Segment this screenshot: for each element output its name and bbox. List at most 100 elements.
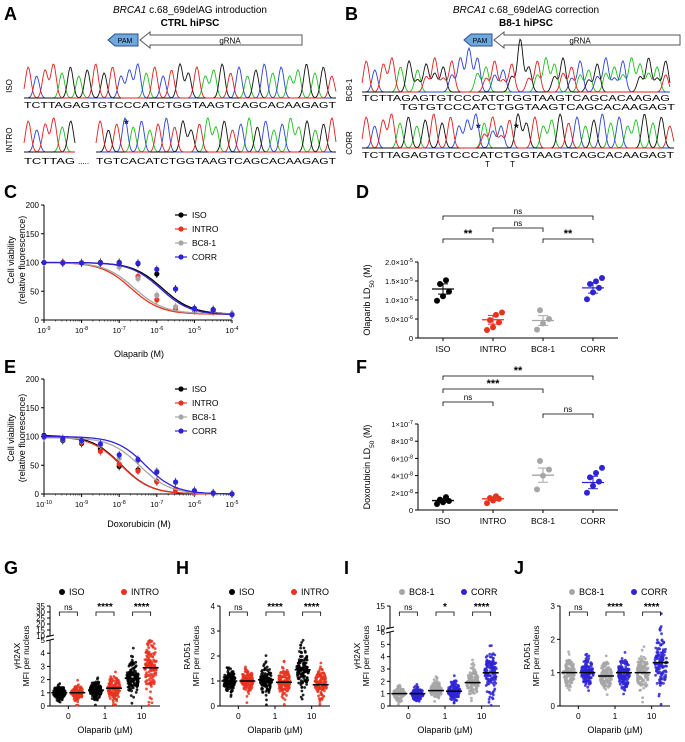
panel-h-point [241,675,245,679]
panel-j-point [582,677,586,681]
panel-g-ytick-label: 2 [41,676,46,685]
panel-j-point [656,671,660,675]
panel-j-point [568,685,572,689]
panel-h-point [282,688,285,691]
panel-i-ytick-label: 2 [381,677,386,686]
panel-i-point [433,700,436,703]
panel-j-point [625,682,629,686]
panel-j-point [584,653,588,657]
panel-h-point [305,680,309,684]
panel-f-point-CORR [584,489,590,496]
panel-d-ytick-label: 5.0×10-6 [385,315,413,324]
panel-h-point [247,692,251,695]
panel-j-point [626,674,630,677]
panel-h-point [263,662,266,666]
panel-i-point [488,695,492,699]
panel-g-point [136,684,140,687]
panel-g-point [94,684,97,688]
panel-g-point [79,685,83,689]
panel-c-ytick-label: 0 [35,316,40,325]
panel-d-point-CORR [584,296,590,303]
panel-g-point [130,701,134,705]
panel-f-ytick-label: 0 [409,506,413,515]
panel-e-legend-marker [178,400,184,406]
panel-f-sig-label: ** [514,365,523,377]
panel-letter-c: C [4,182,17,202]
panel-h-point [317,686,321,690]
panel-j-point [571,664,575,668]
panel-h-point [227,673,231,677]
panel-h-point [264,693,268,697]
panel-h-point [264,654,268,657]
panel-j-point [623,678,627,681]
panel-c-point-BC8-1 [173,304,179,310]
panel-j-point [658,684,662,687]
panel-g-legend-marker [121,589,127,595]
panel-j-point [654,646,658,650]
panel-letter-d: D [356,182,369,202]
panel-h-ytick-label: 3 [211,627,216,636]
panel-i-point [454,682,457,686]
panel-h-point [247,689,251,693]
panel-g-point [146,658,149,662]
panel-h-point [280,684,283,687]
panel-f-point-ISO [437,496,443,503]
panel-a-iso-trace-A [24,68,336,99]
panel-c-point-CORR [116,260,122,266]
panel-j-point [584,666,588,669]
panel-j-point [621,680,625,684]
panel-c-xlabel: Olaparib (M) [114,349,164,359]
panel-g-point [134,664,138,668]
panel-i-ytick-label: 6 [381,628,386,637]
panel-j-point [587,654,591,658]
panel-d-point-ISO [437,281,443,288]
panel-i-point [491,682,495,685]
panel-i-point [488,652,492,656]
panel-h-point [285,678,288,682]
panel-j-point [640,662,643,666]
panel-h-point [260,672,263,676]
panel-c-legend-label-intro: INTRO [192,224,219,234]
panel-h-point [301,680,305,684]
panel-h-point [287,674,291,677]
panel-h-point [319,665,322,669]
panel-i-point [395,690,399,694]
panel-g-point [115,681,119,684]
panel-i-point [457,685,461,688]
panel-e-legend-label-intro: INTRO [192,398,219,408]
panel-h-point [323,689,326,693]
panel-g-point [145,687,148,691]
panel-h-point [227,666,231,670]
panel-g-ytick-label: 15 [36,626,45,635]
panel-a-intro-right-trace-G [96,119,336,153]
panel-d-point-BC8-1 [546,316,552,322]
panel-e-legend-label-iso: ISO [192,384,207,394]
panel-g-point [149,690,152,694]
panel-h-point [242,681,246,684]
panel-g-point [147,703,151,707]
panel-g-point [53,694,56,698]
panel-i-point [469,689,472,693]
panel-i-point [418,689,422,692]
panel-b-seq-bc81-second: TGTGTCCCATCTGGTAAGTCAGCACAAGAGT [400,103,675,112]
panel-d-point-INTRO [496,319,502,326]
panel-h-point [248,686,252,690]
panel-g-point [148,696,152,700]
panel-i-point [487,700,491,704]
panel-e-point-INTRO [97,448,103,455]
panel-i-point [416,685,420,689]
panel-f-point-BC8-1 [537,457,543,464]
panel-j-point [617,665,621,668]
panel-e-point-CORR [60,436,66,442]
panel-e-legend-label-bc8-1: BC8-1 [192,412,216,422]
panel-c-point-BC8-1 [135,276,141,282]
panel-e-xtick-label: 10-8 [113,500,126,509]
panel-h-point [268,668,271,671]
panel-g-point [152,652,156,655]
panel-g-point [108,697,112,700]
panel-g-point [150,701,154,705]
panel-j-point [643,657,647,661]
panel-a-seq-intro-gap: ..... [78,157,89,166]
panel-g-point [146,674,150,677]
